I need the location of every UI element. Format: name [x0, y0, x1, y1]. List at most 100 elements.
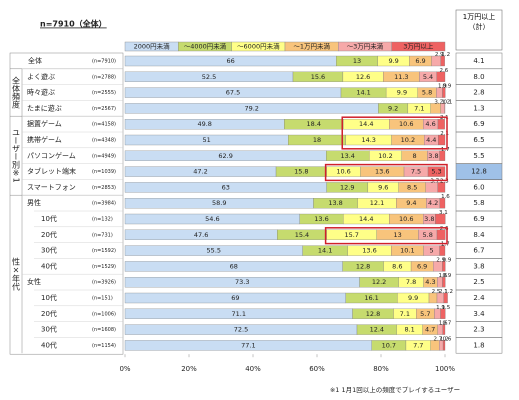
data-label: 15.8	[294, 168, 308, 176]
data-label: 0.9	[443, 273, 452, 279]
category-label: 30代	[41, 246, 57, 255]
data-label: 2.1	[440, 131, 449, 137]
bar-segment	[437, 182, 446, 193]
legend-label: ～1万円未満	[293, 42, 330, 51]
data-label: 3.8	[424, 215, 434, 223]
data-label: 10.2	[378, 152, 392, 160]
category-label: スマートフォン	[27, 183, 76, 191]
data-label: 7.8	[406, 278, 416, 286]
data-label: 1.6	[441, 194, 450, 200]
total-header: 1万円以上（計）	[462, 13, 496, 31]
n-label: (n=1529)	[92, 264, 116, 270]
data-label: 3.7	[430, 178, 439, 184]
data-label: 4.3	[425, 278, 435, 286]
total-value: 6.7	[473, 247, 484, 255]
data-label: 1.7	[441, 242, 450, 248]
data-label: 12.8	[356, 262, 370, 270]
n-label: (n=4949)	[92, 153, 116, 159]
data-label: 7.7	[413, 341, 423, 349]
group-label: ユーザー別※1	[12, 129, 21, 183]
data-label: 7.1	[400, 310, 410, 318]
data-label: 67.5	[226, 89, 240, 97]
total-value: 3.4	[473, 310, 485, 318]
data-label: 4.2	[428, 199, 438, 207]
data-label: 8.1	[404, 326, 414, 334]
data-label: 14.4	[359, 120, 373, 128]
data-label: 73.3	[235, 278, 249, 286]
data-label: 13	[393, 231, 401, 239]
total-value: 2.8	[473, 89, 484, 97]
data-label: 1.2	[441, 99, 450, 105]
data-label: 8	[413, 152, 417, 160]
data-label: 58.9	[212, 199, 226, 207]
total-value: 2.3	[473, 326, 484, 334]
data-label: 14.4	[359, 215, 373, 223]
data-label: 10.7	[382, 341, 396, 349]
n-label: (n=3984)	[92, 201, 116, 207]
highlight-box	[324, 227, 448, 245]
data-label: 1.7	[441, 147, 450, 153]
x-tick-label: 20%	[181, 365, 197, 373]
data-label: 8.5	[407, 183, 417, 191]
data-label: 13.4	[340, 152, 354, 160]
data-label: 9.4	[406, 199, 416, 207]
data-label: 63	[222, 183, 230, 191]
category-label: 時々遊ぶ	[27, 88, 55, 97]
data-label: 5.4	[423, 73, 433, 81]
data-label: 62.9	[218, 152, 232, 160]
category-label: 40代	[41, 261, 57, 270]
data-label: 1.5	[442, 305, 451, 311]
data-label: 2.9	[435, 52, 444, 58]
data-label: 8.6	[392, 262, 402, 270]
n-label: (n=132)	[92, 217, 113, 223]
bar-segment	[439, 150, 446, 161]
total-header-box	[455, 9, 503, 51]
category-label: 40代	[41, 340, 57, 349]
bar-segment	[442, 340, 446, 351]
n-label: (n=1006)	[92, 311, 116, 317]
bar-segment	[442, 87, 446, 98]
n-label: (n=4158)	[92, 122, 116, 128]
category-label: 女性	[27, 277, 41, 286]
total-value: 6.9	[473, 215, 484, 223]
data-label: 66	[226, 57, 234, 65]
data-label: 12.6	[356, 73, 370, 81]
total-header-wrap: 1万円以上（計）	[462, 13, 496, 31]
total-highlight	[456, 164, 502, 180]
data-label: 12.8	[366, 310, 380, 318]
data-label: 47.6	[194, 231, 208, 239]
category-label: 据置ゲーム	[27, 119, 62, 128]
data-label: 10.2	[401, 136, 415, 144]
data-label: 1.2	[444, 289, 453, 295]
category-label: 20代	[41, 230, 57, 239]
label-table	[9, 52, 124, 355]
data-label: 13.6	[314, 215, 328, 223]
data-label: 4.4	[426, 136, 436, 144]
n-label: (n=2555)	[92, 90, 116, 96]
bar-segment	[436, 71, 446, 82]
total-value: 12.8	[471, 168, 487, 176]
data-label: 68	[230, 262, 238, 270]
data-label: 13.6	[362, 247, 376, 255]
data-label: 9.6	[378, 183, 388, 191]
n-label: (n=4348)	[92, 138, 116, 144]
data-label: 3.1	[439, 210, 448, 216]
n-label: (n=1608)	[92, 327, 116, 333]
x-tick-label: 80%	[373, 365, 389, 373]
data-label: 10.6	[336, 168, 350, 176]
data-label: 3.8	[428, 152, 438, 160]
data-label: 10.6	[399, 215, 413, 223]
category-label: パソコンゲーム	[27, 151, 76, 160]
data-label: 11.3	[394, 73, 408, 81]
data-label: 13.6	[375, 168, 389, 176]
category-label: 全体	[28, 56, 42, 65]
category-label: 30代	[41, 325, 57, 334]
total-value: 2.5	[473, 278, 484, 286]
total-value: 2.4	[473, 294, 485, 302]
legend-label: ～3万円未満	[347, 42, 384, 51]
x-tick-label: 60%	[309, 365, 325, 373]
total-value: 5.5	[473, 152, 484, 160]
total-value: 1.3	[473, 104, 484, 112]
n-label: (n=2788)	[92, 74, 116, 80]
